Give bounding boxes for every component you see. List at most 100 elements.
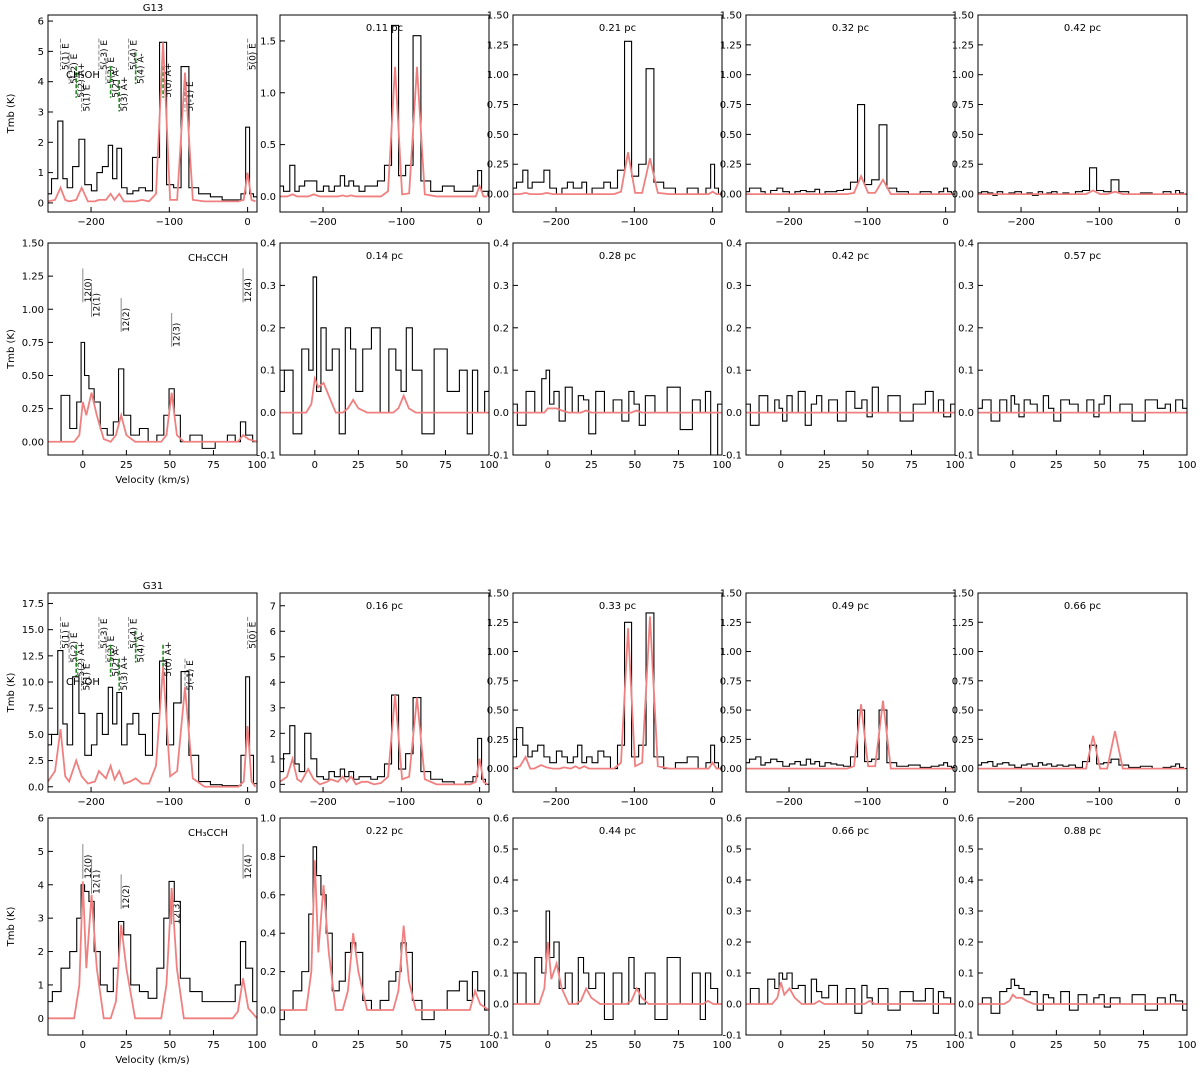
panel: -0.1 0.0 0.1 0.2 0.3 0.4 0.5 0.6 0 25 50 75 100 0.88 … (954, 814, 1196, 1052)
y-tick-label: 0.4 (958, 876, 974, 887)
panel-frame (47, 817, 258, 1036)
transition-label: 5(1) E (62, 43, 72, 70)
y-tick-label: 1.25 (952, 40, 974, 51)
x-tick-label: 0 (1010, 460, 1016, 471)
x-tick-label: −100 (854, 217, 881, 228)
panel-label: CH₃CCH (188, 253, 228, 264)
x-tick-label: 50 (862, 1040, 875, 1051)
model-spectrum (513, 941, 722, 1005)
y-tick-label: 5 (270, 652, 276, 663)
x-tick-label: 50 (396, 460, 409, 471)
panel-label: CH₃OH (66, 70, 100, 81)
y-tick-label: 1.25 (720, 40, 742, 51)
x-tick-label: 25 (120, 460, 133, 471)
panel-label: 0.32 pc (832, 23, 869, 34)
y-tick-label: 0.75 (22, 338, 44, 349)
transition-label: 5(0) A+ (164, 63, 174, 98)
x-tick-label: 75 (439, 460, 452, 471)
y-tick-label: -0.1 (722, 451, 742, 462)
x-tick-label: 0 (244, 797, 250, 808)
y-tick-label: 5 (38, 847, 44, 858)
y-tick-label: 1 (270, 754, 276, 765)
y-tick-label: 0.4 (726, 876, 742, 887)
x-axis-label: Velocity (km/s) (115, 475, 189, 486)
panel-frame (279, 14, 490, 213)
x-tick-label: 50 (629, 1040, 642, 1051)
series-group (280, 276, 489, 435)
panel-frame (279, 242, 490, 456)
x-tick-label: −200 (309, 797, 336, 808)
x-tick-label: 0 (1174, 217, 1180, 228)
y-tick-label: 4 (38, 880, 44, 891)
y-tick-label: 0.25 (720, 735, 742, 746)
model-spectrum (48, 42, 256, 203)
x-tick-label: 50 (1094, 460, 1107, 471)
y-tick-label: 0.3 (493, 281, 509, 292)
y-tick-label: 0.2 (958, 323, 974, 334)
observed-spectrum (978, 744, 1187, 770)
x-tick-label: 75 (1137, 460, 1150, 471)
y-tick-label: 0 (38, 198, 44, 209)
observed-spectrum (280, 276, 489, 435)
transition-label: 5(1) E (62, 621, 72, 648)
y-tick-label: -0.1 (722, 1031, 742, 1042)
x-tick-label: 0 (709, 217, 715, 228)
transition-label: 5(-4) E (130, 40, 140, 71)
observed-spectrum (746, 103, 955, 195)
y-tick-label: 0.1 (958, 366, 974, 377)
y-tick-label: 0.2 (726, 938, 742, 949)
panel-label: 0.28 pc (599, 251, 636, 262)
x-tick-label: 75 (905, 1040, 918, 1051)
x-tick-label: −100 (156, 797, 183, 808)
y-tick-label: 0.0 (493, 1000, 509, 1011)
model-spectrum (48, 666, 257, 788)
panel-frame (977, 817, 1188, 1036)
x-tick-label: 0 (778, 460, 784, 471)
x-tick-label: −100 (1086, 797, 1113, 808)
transition-label: 5(1) E (83, 84, 93, 111)
panel-frame (47, 242, 258, 456)
y-tick-label: 1.50 (487, 589, 509, 600)
y-tick-label: 10.0 (22, 678, 44, 689)
y-tick-label: 0.0 (958, 1000, 974, 1011)
y-tick-label: 4 (270, 678, 276, 689)
y-tick-label: 1.00 (487, 70, 509, 81)
x-axis-label: Velocity (km/s) (115, 1055, 189, 1066)
y-tick-label: 1.00 (952, 70, 974, 81)
y-tick-label: 4 (38, 77, 44, 88)
y-tick-label: 0 (38, 1014, 44, 1025)
y-tick-label: 1.50 (720, 11, 742, 22)
y-tick-label: 0.25 (720, 160, 742, 171)
y-tick-label: 0.75 (952, 100, 974, 111)
y-tick-label: 1.50 (952, 11, 974, 22)
y-tick-label: 1 (38, 980, 44, 991)
y-tick-label: 0.1 (260, 366, 276, 377)
y-tick-label: 0.00 (720, 764, 742, 775)
y-axis-label: Tmb (K) (6, 907, 17, 948)
series-group (746, 386, 955, 426)
y-tick-label: 2 (38, 947, 44, 958)
y-tick-label: 1.00 (720, 647, 742, 658)
x-tick-label: 0 (709, 797, 715, 808)
transition-label: 5(4) A- (137, 632, 147, 663)
y-tick-label: 0.1 (493, 969, 509, 980)
model-spectrum (280, 66, 488, 198)
panel-frame (512, 14, 723, 213)
x-tick-label: −200 (309, 217, 336, 228)
panel-label: 0.21 pc (599, 23, 636, 34)
y-tick-label: 1.25 (22, 272, 44, 283)
y-tick-label: 0.25 (22, 404, 44, 415)
observed-spectrum (513, 612, 722, 770)
x-tick-label: −100 (854, 797, 881, 808)
y-tick-label: 6 (38, 814, 44, 825)
transition-label: 12(1) (93, 870, 103, 894)
y-tick-label: 1.5 (260, 36, 276, 47)
transition-label: 12(4) (244, 855, 254, 879)
panel: -0.1 0.0 0.1 0.2 0.3 0.4 0.5 0.6 0 25 50 75 100 0.66 … (722, 814, 964, 1052)
panel-label: 0.42 pc (832, 251, 869, 262)
transition-label: 5(0) E (249, 621, 259, 648)
panel-label: CH₃CCH (188, 828, 228, 839)
x-tick-label: 75 (207, 460, 220, 471)
panel-label: 0.11 pc (366, 23, 403, 34)
panel: -0.1 0.0 0.1 0.2 0.3 0.4 0 25 50 75 100 0.28 pc (489, 239, 731, 472)
